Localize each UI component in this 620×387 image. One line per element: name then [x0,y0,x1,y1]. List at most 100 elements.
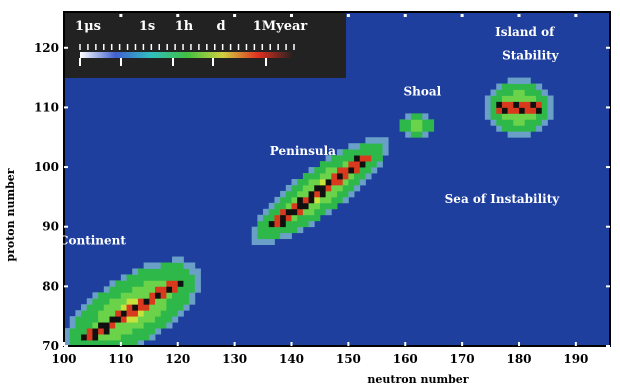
nuclide-cell [325,208,332,216]
nuclide-cell [126,274,133,281]
nuclide-cell [314,214,321,222]
nuclide-cell [155,268,162,275]
top-tick [176,14,180,17]
nuclide-cell [92,292,99,299]
nuclide-cell [137,316,145,323]
nuclide-cell [109,316,116,323]
nuclide-cell [524,119,531,126]
nuclide-cell [348,190,355,198]
nuclide-cell [98,316,105,323]
nuclide-cell [280,214,287,222]
nuclide-cell [183,274,190,281]
nuclide-cell [314,196,321,204]
nuclide-cell [177,256,184,263]
nuclide-cell [189,280,196,287]
nuclide-cell [126,316,133,323]
nuclide-cell [365,155,372,162]
nuclide-cell [98,292,105,299]
nuclide-cell [132,304,139,311]
nuclide-cell [263,226,270,234]
y-tick-label: 110 [34,100,59,114]
nuclide-cell [291,214,298,222]
nuclide-cell [337,190,344,198]
nuclide-cell [302,196,309,204]
nuclide-cell [524,89,531,96]
y-tick-label: 90 [42,220,59,234]
nuclide-cell [507,83,514,90]
nuclide-cell [268,238,275,246]
nuclide-cell [314,167,321,174]
nuclide-cell [308,184,315,192]
nuclide-cell [541,119,548,126]
nuclide-cell [126,334,133,341]
nuclide-cell [120,340,127,347]
nuclide-cell [382,149,389,156]
nuclide-cell [376,143,383,150]
region-label: Stability [502,49,560,63]
nuclide-cell [160,304,167,311]
nuclide-cell [308,167,315,174]
nuclide-cell [291,220,298,228]
nuclide-cell [422,119,429,126]
nuclide-cell [308,202,315,210]
nuclide-cell [155,316,162,323]
nuclide-cell [92,322,99,329]
nuclide-cell [376,137,383,144]
nuclide-cell [371,137,378,144]
nuclide-cell [302,179,309,186]
nuclide-cell [285,232,292,240]
x-axis-title: neutron number [367,373,468,386]
nuclide-cell [496,125,503,132]
nuclide-cell [524,125,531,132]
nuclide-cell [501,119,509,126]
nuclide-cell [166,316,173,323]
nuclide-cell [308,196,315,204]
nuclide-cell [109,286,116,293]
nuclide-cell [513,119,520,126]
nuclide-cell [547,113,554,120]
nuclide-cell [92,316,99,323]
nuclide-cell [297,196,304,204]
nuclide-cell [81,340,88,347]
nuclide-cell [308,179,315,186]
nuclide-cell [268,208,275,216]
nuclide-cell [359,155,366,162]
top-tick [517,14,521,17]
x-tick-label: 150 [336,352,361,366]
nuclide-cell [524,107,531,114]
nuclide-cell [337,167,344,174]
nuclide-cell [422,113,429,120]
nuclide-cell [325,167,332,174]
nuclide-cell [530,113,537,120]
nuclide-cell [137,310,145,317]
nuclide-cell [519,95,526,102]
nuclide-cell [137,274,145,281]
nuclide-cell [149,286,156,293]
colorbar-label: 1h [175,19,194,34]
y-tick-label: 70 [42,339,59,353]
nuclide-cell [342,173,349,180]
nuclide-cell [103,310,110,317]
nuclide-cell [126,298,133,305]
nuclide-cell [120,280,127,287]
nuclide-cell [172,292,179,299]
nuclide-cell [519,131,526,138]
nuclide-cell [189,292,196,299]
nuclide-cell [189,268,196,275]
x-tick-label: 190 [563,352,588,366]
nuclide-cell [308,173,315,180]
nuclide-cell [371,143,378,150]
nuclide-cell [507,89,514,96]
y-tick-label: 80 [42,279,59,293]
nuclide-cell [325,161,332,168]
nuclide-cell [155,292,162,299]
nuclide-cell [382,143,389,150]
nuclide-cell [371,167,378,174]
nuclide-cell [115,310,122,317]
nuclide-cell [103,340,110,347]
nuclide-cell [103,322,110,329]
nuclide-cell [410,131,418,138]
nuclide-cell [132,322,139,329]
nuclide-cell [189,274,196,281]
nuclide-cell [109,292,116,299]
